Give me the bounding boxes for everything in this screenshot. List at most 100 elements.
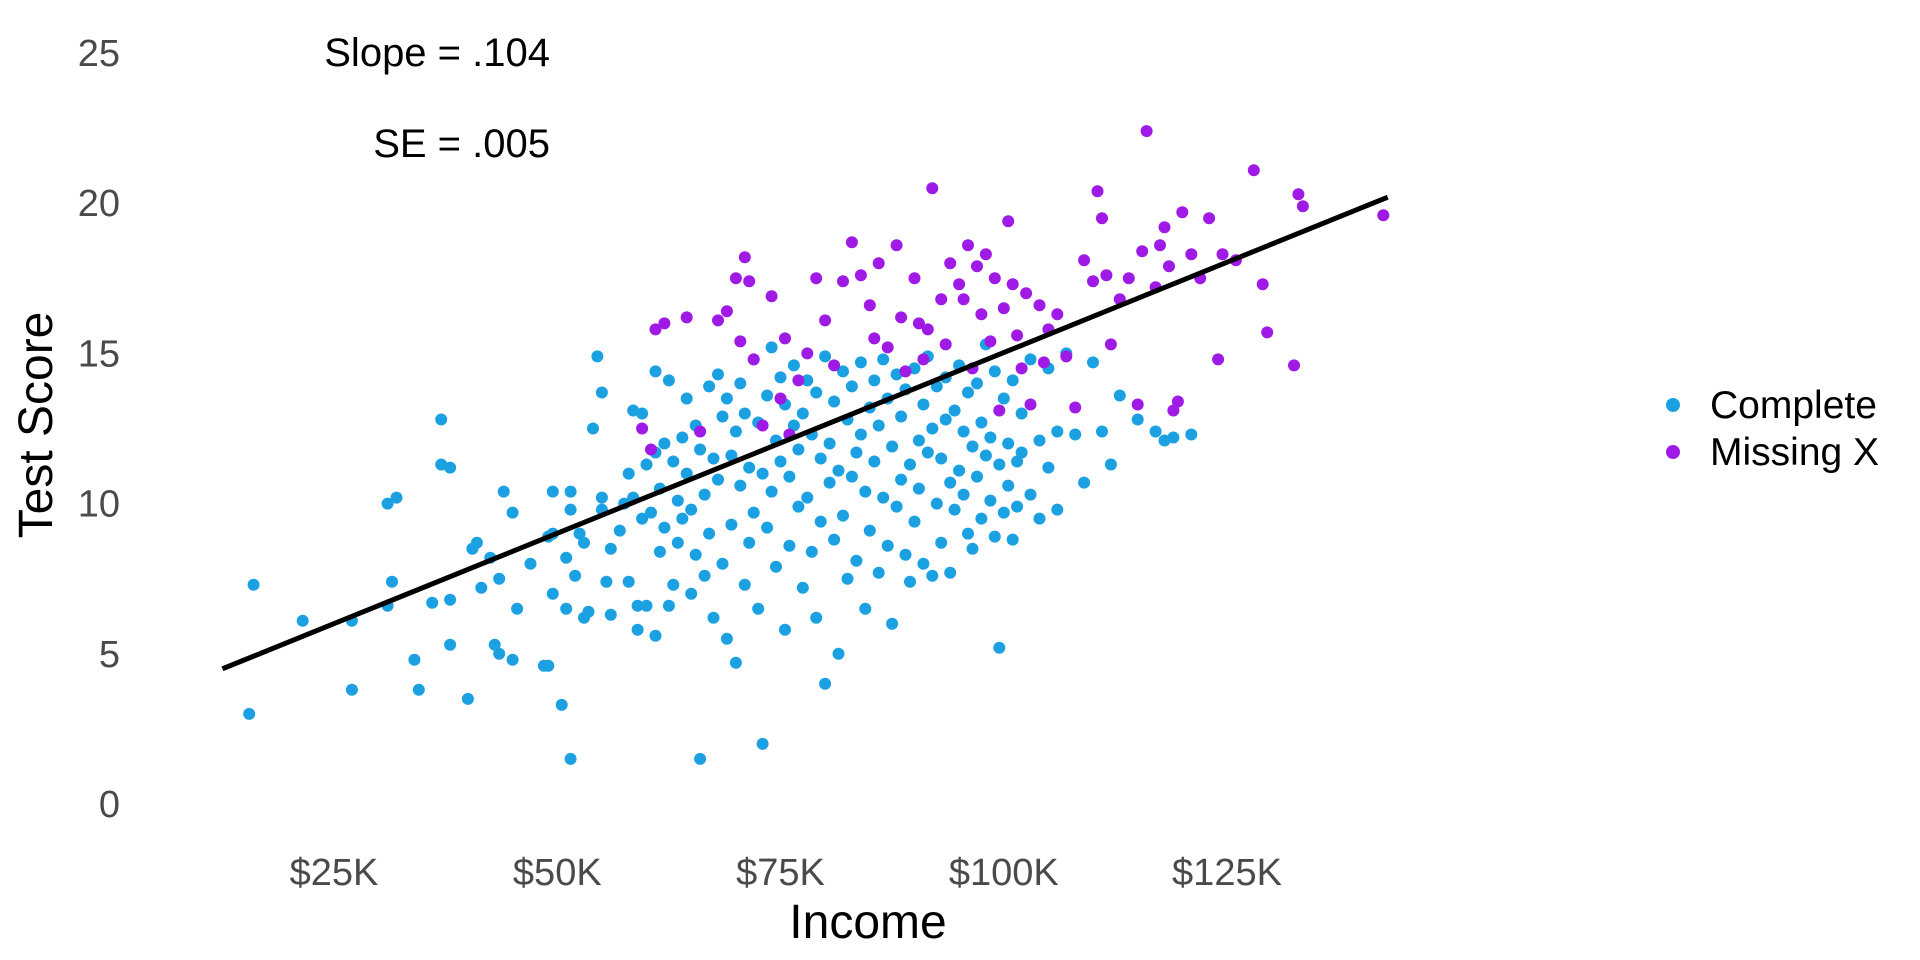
point-complete — [774, 455, 787, 468]
se-annotation: SE = .005 — [373, 122, 550, 166]
point-complete — [662, 599, 675, 612]
point-complete — [564, 485, 577, 498]
point-complete — [926, 422, 939, 435]
point-complete — [649, 629, 662, 642]
slope-annotation: Slope = .104 — [324, 31, 550, 75]
point-complete — [859, 602, 872, 615]
point-missing-x — [1033, 299, 1046, 312]
point-complete — [680, 467, 693, 480]
point-complete — [1104, 458, 1117, 471]
point-missing-x — [792, 374, 805, 387]
point-missing-x — [881, 341, 894, 354]
point-complete — [890, 500, 903, 513]
x-tick-label: $100K — [949, 852, 1059, 894]
point-complete — [734, 479, 747, 492]
point-complete — [689, 548, 702, 561]
point-complete — [712, 473, 724, 486]
point-complete — [921, 446, 934, 459]
point-complete — [555, 698, 568, 711]
point-complete — [578, 536, 590, 549]
point-complete — [944, 476, 957, 489]
point-missing-x — [1060, 350, 1073, 363]
point-complete — [1096, 425, 1108, 438]
point-complete — [792, 500, 805, 513]
point-complete — [546, 587, 559, 600]
point-complete — [604, 542, 617, 555]
point-complete — [957, 488, 970, 501]
point-complete — [850, 554, 863, 567]
point-complete — [743, 461, 756, 474]
point-complete — [694, 443, 707, 456]
point-complete — [734, 377, 747, 390]
point-complete — [832, 464, 845, 477]
point-complete — [926, 569, 939, 582]
point-complete — [426, 596, 439, 609]
point-complete — [707, 611, 720, 624]
point-complete — [971, 377, 983, 390]
point-complete — [725, 449, 738, 462]
point-complete — [640, 458, 653, 471]
point-missing-x — [926, 182, 939, 195]
point-complete — [524, 557, 537, 570]
point-complete — [966, 440, 979, 453]
point-missing-x — [872, 257, 885, 270]
point-complete — [1051, 425, 1064, 438]
point-complete — [971, 470, 983, 483]
point-missing-x — [1212, 353, 1225, 366]
point-complete — [671, 494, 684, 507]
point-missing-x — [694, 425, 707, 438]
point-complete — [904, 458, 916, 471]
point-complete — [854, 356, 867, 369]
point-complete — [877, 353, 890, 366]
point-complete — [935, 452, 948, 465]
point-complete — [461, 692, 474, 705]
point-missing-x — [988, 272, 1001, 285]
point-missing-x — [1171, 395, 1184, 408]
point-complete — [716, 557, 729, 570]
series-complete-points — [243, 338, 1198, 765]
point-complete — [390, 491, 403, 504]
point-complete — [917, 557, 930, 570]
point-complete — [435, 413, 448, 426]
point-complete — [805, 545, 818, 558]
point-complete — [738, 578, 751, 591]
point-missing-x — [1122, 272, 1135, 285]
point-complete — [604, 608, 617, 621]
point-complete — [828, 533, 841, 546]
point-missing-x — [957, 293, 970, 306]
point-complete — [765, 341, 778, 354]
point-missing-x — [993, 404, 1006, 417]
point-missing-x — [997, 302, 1010, 315]
point-complete — [444, 461, 457, 474]
x-tick-label: $50K — [513, 852, 602, 894]
point-complete — [1113, 389, 1126, 402]
point-missing-x — [1020, 287, 1033, 300]
point-complete — [658, 521, 671, 534]
point-complete — [819, 350, 832, 363]
point-complete — [997, 506, 1010, 519]
point-complete — [796, 581, 809, 594]
point-missing-x — [756, 419, 769, 432]
point-complete — [622, 467, 635, 480]
point-complete — [444, 638, 457, 651]
point-complete — [386, 575, 398, 588]
point-complete — [962, 386, 974, 399]
y-tick-label: 15 — [78, 333, 120, 375]
point-missing-x — [912, 317, 925, 330]
point-missing-x — [828, 359, 841, 372]
point-complete — [658, 437, 671, 450]
point-missing-x — [1131, 398, 1144, 411]
point-complete — [783, 470, 796, 483]
point-complete — [988, 365, 1001, 378]
point-complete — [582, 605, 595, 618]
point-complete — [912, 434, 925, 447]
point-complete — [716, 410, 729, 423]
point-complete — [676, 512, 689, 525]
point-complete — [966, 542, 979, 555]
point-complete — [868, 455, 881, 468]
point-complete — [837, 509, 849, 522]
point-missing-x — [712, 314, 724, 327]
point-complete — [1078, 476, 1091, 489]
point-complete — [823, 476, 836, 489]
point-complete — [497, 485, 510, 498]
